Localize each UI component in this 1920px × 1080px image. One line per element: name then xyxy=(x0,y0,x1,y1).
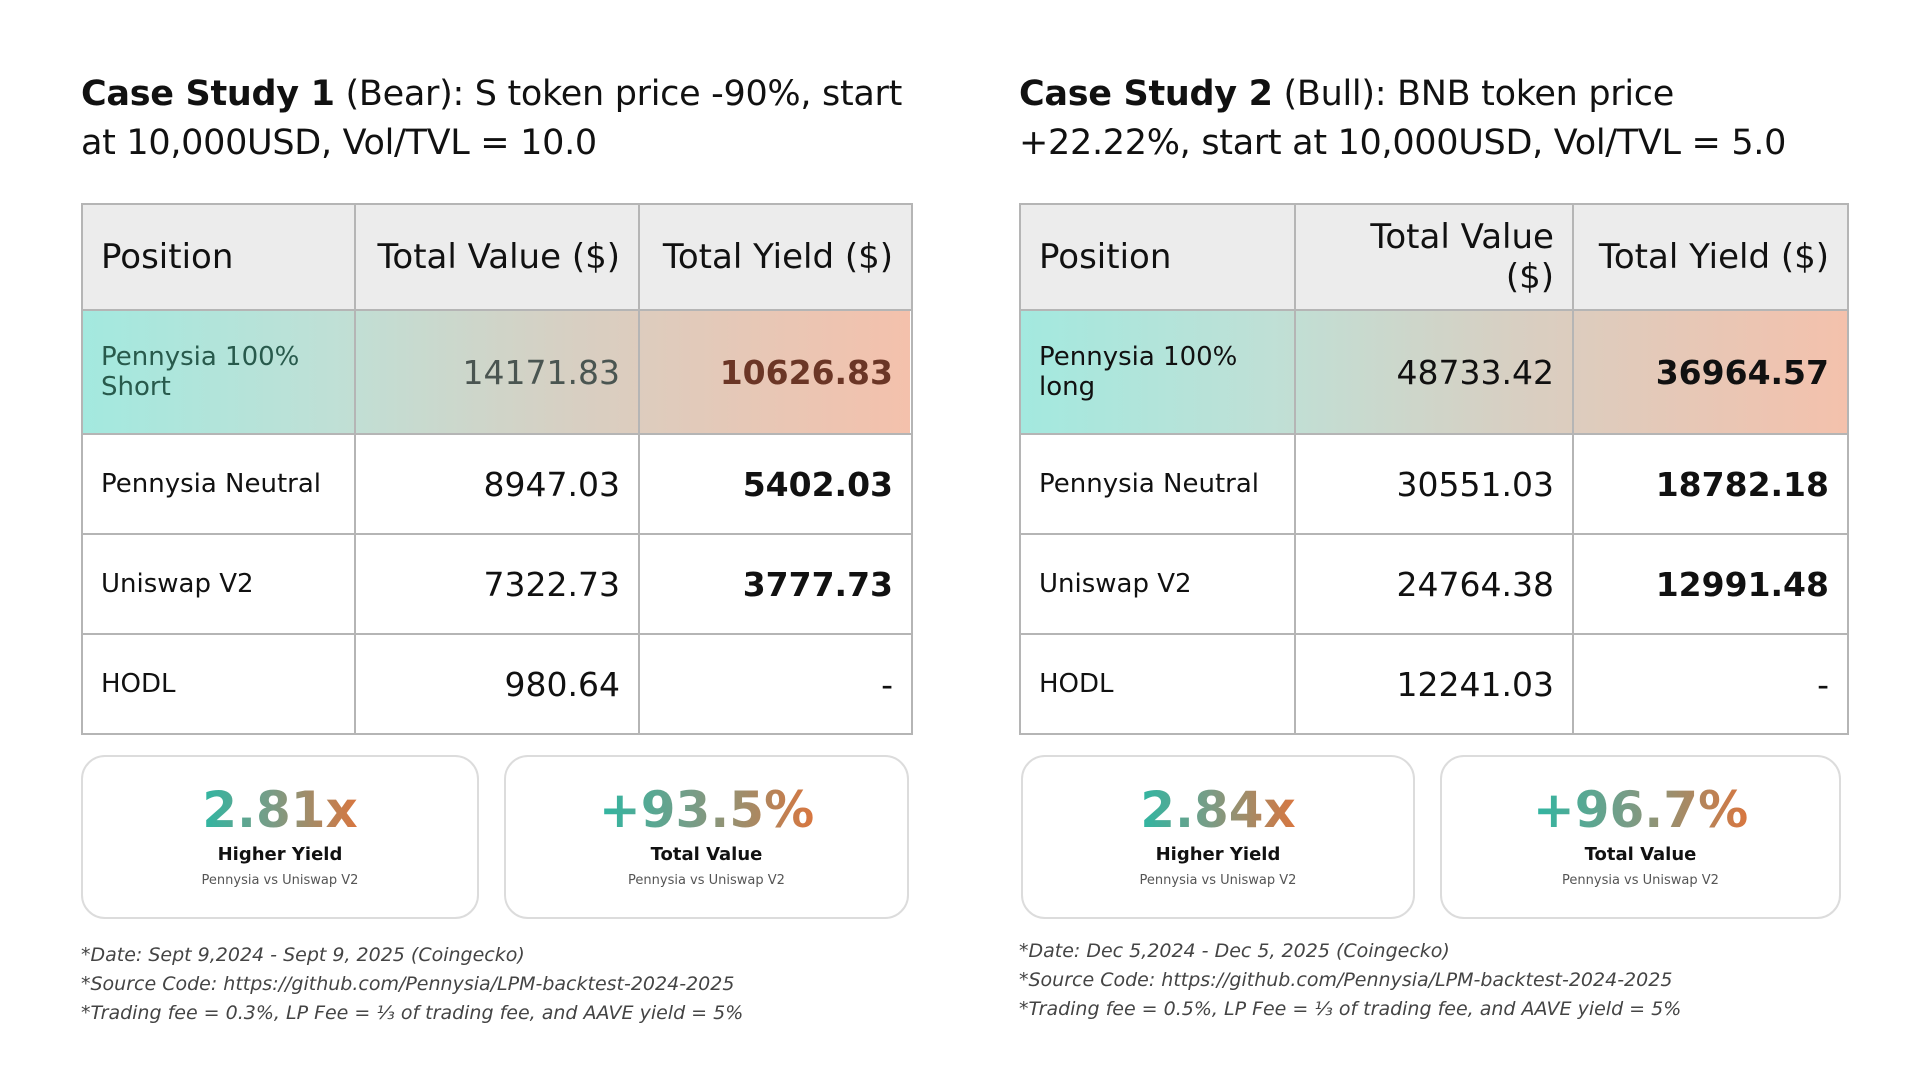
header-total-value: Total Value ($) xyxy=(1293,203,1574,311)
total-value-sub: Pennysia vs Uniswap V2 xyxy=(628,873,785,888)
table-row: HODL 980.64 - xyxy=(81,633,913,735)
total-value-value: +96.7% xyxy=(1532,781,1749,839)
total-value-label: Total Value xyxy=(650,844,763,865)
table-row: HODL 12241.03 - xyxy=(1019,633,1850,735)
position-cell: Uniswap V2 xyxy=(81,533,356,635)
higher-yield-label: Higher Yield xyxy=(1155,844,1281,865)
total-value-cell: 12241.03 xyxy=(1293,633,1574,735)
case-title-rest: (Bear): S token price -90%, start at 10,… xyxy=(81,74,903,163)
total-value-card: +96.7% Total Value Pennysia vs Uniswap V… xyxy=(1440,755,1841,919)
footnote-fees: *Trading fee = 0.5%, LP Fee = ⅓ of tradi… xyxy=(1019,998,1682,1020)
total-value-cell: 8947.03 xyxy=(354,433,640,535)
table-header-row: Position Total Value ($) Total Yield ($) xyxy=(81,203,913,311)
footnote-fees: *Trading fee = 0.3%, LP Fee = ⅓ of tradi… xyxy=(81,1002,744,1024)
total-value-cell: 7322.73 xyxy=(354,533,640,635)
results-table: Position Total Value ($) Total Yield ($)… xyxy=(1019,203,1850,735)
total-value-cell: 48733.42 xyxy=(1293,309,1574,435)
header-total-yield: Total Yield ($) xyxy=(1571,203,1850,311)
higher-yield-label: Higher Yield xyxy=(217,844,343,865)
total-value-cell: 30551.03 xyxy=(1293,433,1574,535)
total-value-cell: 14171.83 xyxy=(354,309,640,435)
table-row: Uniswap V2 7322.73 3777.73 xyxy=(81,533,913,635)
table-header-row: Position Total Value ($) Total Yield ($) xyxy=(1019,203,1850,311)
higher-yield-value: 2.84x xyxy=(1140,781,1296,839)
table-row: Pennysia Neutral 30551.03 18782.18 xyxy=(1019,433,1850,535)
table-row-highlight: Pennysia 100% long 48733.42 36964.57 xyxy=(1019,309,1850,435)
total-yield-cell: - xyxy=(638,633,913,735)
total-value-card: +93.5% Total Value Pennysia vs Uniswap V… xyxy=(504,755,909,919)
total-yield-cell: 3777.73 xyxy=(638,533,913,635)
higher-yield-card: 2.84x Higher Yield Pennysia vs Uniswap V… xyxy=(1021,755,1415,919)
table-row: Pennysia Neutral 8947.03 5402.03 xyxy=(81,433,913,535)
total-yield-cell: 10626.83 xyxy=(638,309,913,435)
total-yield-cell: 18782.18 xyxy=(1571,433,1850,535)
higher-yield-sub: Pennysia vs Uniswap V2 xyxy=(1139,873,1297,888)
higher-yield-card: 2.81x Higher Yield Pennysia vs Uniswap V… xyxy=(81,755,479,919)
total-value-label: Total Value xyxy=(1584,844,1697,865)
higher-yield-value: 2.81x xyxy=(202,781,358,839)
table-row: Uniswap V2 24764.38 12991.48 xyxy=(1019,533,1850,635)
header-total-value: Total Value ($) xyxy=(354,203,640,311)
header-position: Position xyxy=(1019,203,1296,311)
total-yield-cell: - xyxy=(1571,633,1850,735)
header-position: Position xyxy=(81,203,356,311)
case-title-bold: Case Study 1 xyxy=(81,74,335,114)
footnote-source: *Source Code: https://github.com/Pennysi… xyxy=(1019,969,1673,991)
higher-yield-sub: Pennysia vs Uniswap V2 xyxy=(201,873,359,888)
position-cell: Pennysia 100% long xyxy=(1019,309,1296,435)
case-title-bold: Case Study 2 xyxy=(1019,74,1273,114)
case-title: Case Study 1 (Bear): S token price -90%,… xyxy=(81,70,911,168)
position-cell: Uniswap V2 xyxy=(1019,533,1296,635)
header-total-yield: Total Yield ($) xyxy=(638,203,913,311)
total-value-cell: 980.64 xyxy=(354,633,640,735)
position-cell: Pennysia Neutral xyxy=(81,433,356,535)
case-title: Case Study 2 (Bull): BNB token price +22… xyxy=(1019,70,1849,168)
total-value-value: +93.5% xyxy=(598,781,815,839)
footnote-date: *Date: Dec 5,2024 - Dec 5, 2025 (Coingec… xyxy=(1019,940,1450,962)
position-cell: Pennysia Neutral xyxy=(1019,433,1296,535)
total-value-sub: Pennysia vs Uniswap V2 xyxy=(1562,873,1719,888)
case-title-rest: (Bull): BNB token price +22.22%, start a… xyxy=(1019,74,1787,163)
footnotes: *Date: Dec 5,2024 - Dec 5, 2025 (Coingec… xyxy=(1019,937,1849,1024)
total-yield-cell: 5402.03 xyxy=(638,433,913,535)
results-table: Position Total Value ($) Total Yield ($)… xyxy=(81,203,913,735)
total-value-cell: 24764.38 xyxy=(1293,533,1574,635)
total-yield-cell: 12991.48 xyxy=(1571,533,1850,635)
position-cell: HODL xyxy=(1019,633,1296,735)
footnote-source: *Source Code: https://github.com/Pennysi… xyxy=(81,973,735,995)
position-cell: HODL xyxy=(81,633,356,735)
footnotes: *Date: Sept 9,2024 - Sept 9, 2025 (Coing… xyxy=(81,941,911,1028)
table-row-highlight: Pennysia 100% Short 14171.83 10626.83 xyxy=(81,309,913,435)
total-yield-cell: 36964.57 xyxy=(1571,309,1850,435)
footnote-date: *Date: Sept 9,2024 - Sept 9, 2025 (Coing… xyxy=(81,944,525,966)
position-cell: Pennysia 100% Short xyxy=(81,309,356,435)
